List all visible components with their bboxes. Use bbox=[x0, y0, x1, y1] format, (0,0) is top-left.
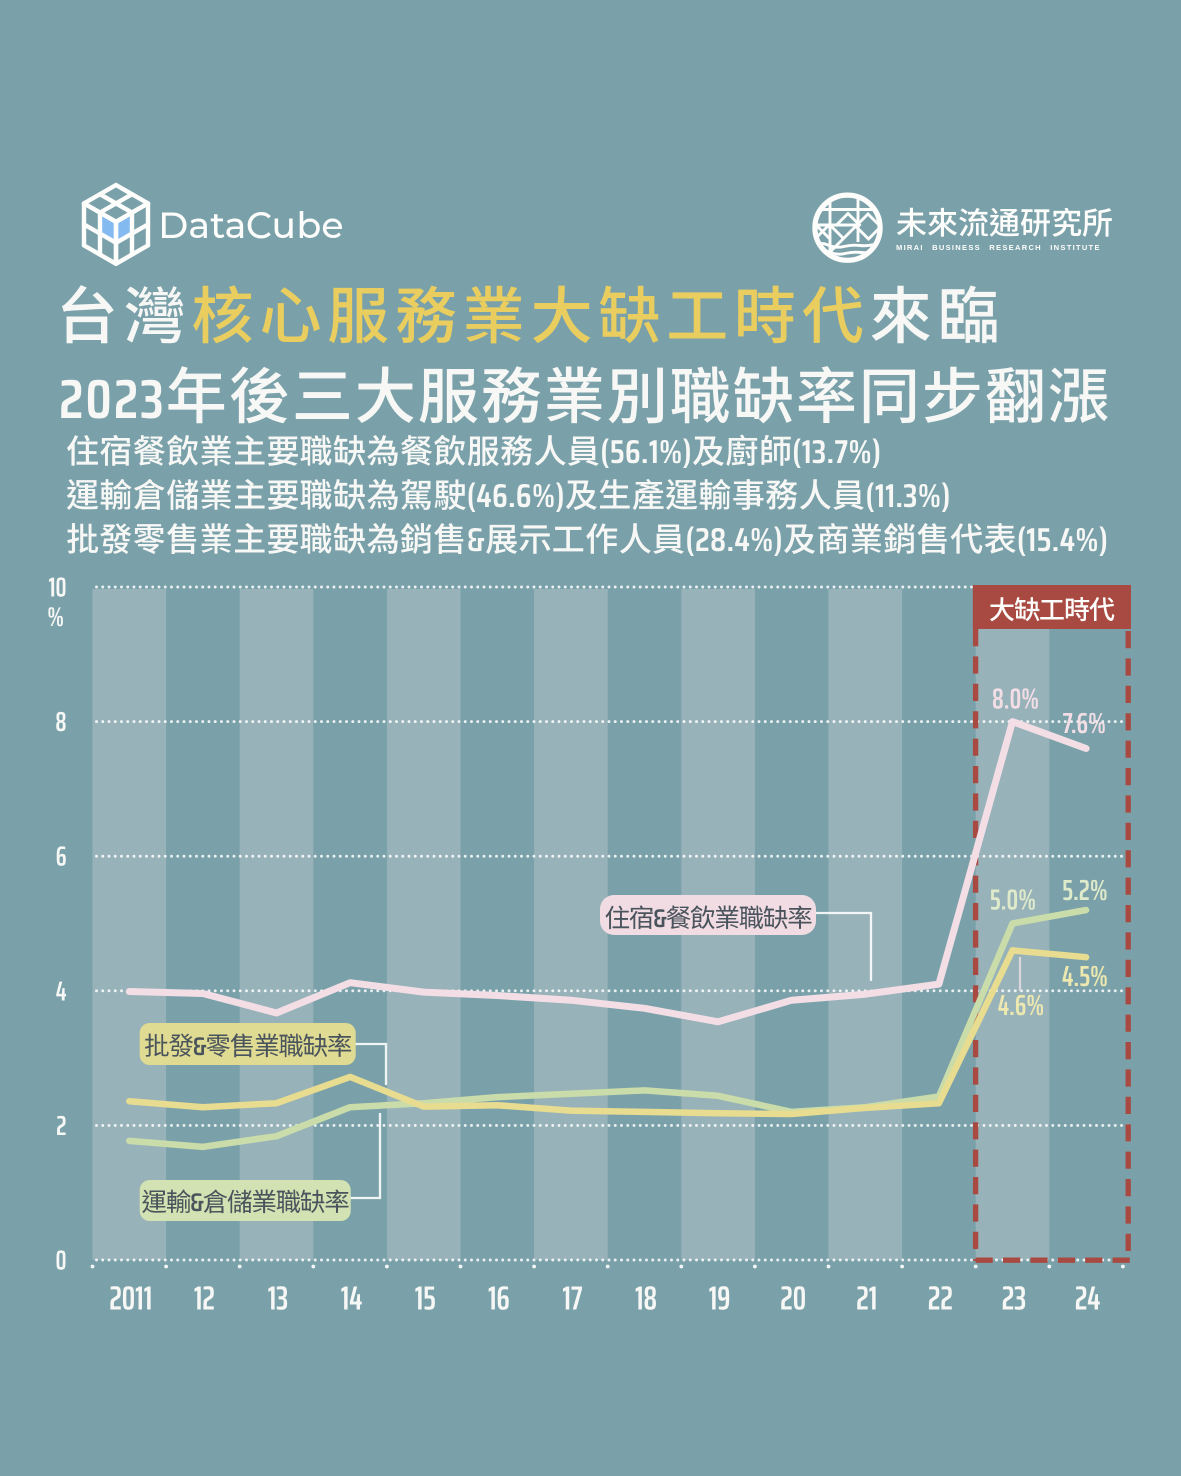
svg-text:24: 24 bbox=[1075, 1272, 1101, 1325]
svg-text:運輸&倉儲業職缺率: 運輸&倉儲業職缺率 bbox=[141, 1182, 349, 1219]
svg-text:4.5%: 4.5% bbox=[1062, 953, 1108, 999]
svg-text:2: 2 bbox=[56, 1105, 66, 1148]
svg-text:7.6%: 7.6% bbox=[1063, 700, 1106, 746]
svg-text:批發&零售業職缺率: 批發&零售業職缺率 bbox=[144, 1026, 352, 1063]
svg-text:住宿&餐飲業職缺率: 住宿&餐飲業職缺率 bbox=[604, 898, 812, 935]
svg-text:8.0%: 8.0% bbox=[992, 676, 1039, 722]
svg-text:10: 10 bbox=[48, 567, 66, 610]
svg-text:19: 19 bbox=[709, 1272, 731, 1325]
svg-text:0: 0 bbox=[56, 1240, 67, 1283]
svg-text:5.2%: 5.2% bbox=[1062, 867, 1107, 913]
svg-text:14: 14 bbox=[341, 1272, 363, 1325]
svg-text:21: 21 bbox=[856, 1272, 877, 1325]
svg-text:2011: 2011 bbox=[109, 1272, 152, 1325]
svg-text:17: 17 bbox=[562, 1272, 583, 1325]
svg-text:4.6%: 4.6% bbox=[998, 982, 1045, 1028]
svg-text:大缺工時代: 大缺工時代 bbox=[989, 590, 1115, 627]
svg-text:15: 15 bbox=[415, 1272, 436, 1325]
svg-text:6: 6 bbox=[56, 836, 67, 879]
svg-text:18: 18 bbox=[635, 1272, 657, 1325]
svg-text:23: 23 bbox=[1002, 1272, 1026, 1325]
svg-text:5.0%: 5.0% bbox=[990, 877, 1036, 923]
svg-text:16: 16 bbox=[488, 1272, 510, 1325]
svg-text:22: 22 bbox=[928, 1272, 953, 1325]
svg-text:13: 13 bbox=[268, 1272, 288, 1325]
svg-text:20: 20 bbox=[780, 1272, 806, 1325]
svg-text:8: 8 bbox=[55, 701, 66, 744]
svg-text:4: 4 bbox=[56, 970, 67, 1013]
svg-text:12: 12 bbox=[194, 1272, 215, 1325]
svg-text:%: % bbox=[47, 595, 64, 638]
